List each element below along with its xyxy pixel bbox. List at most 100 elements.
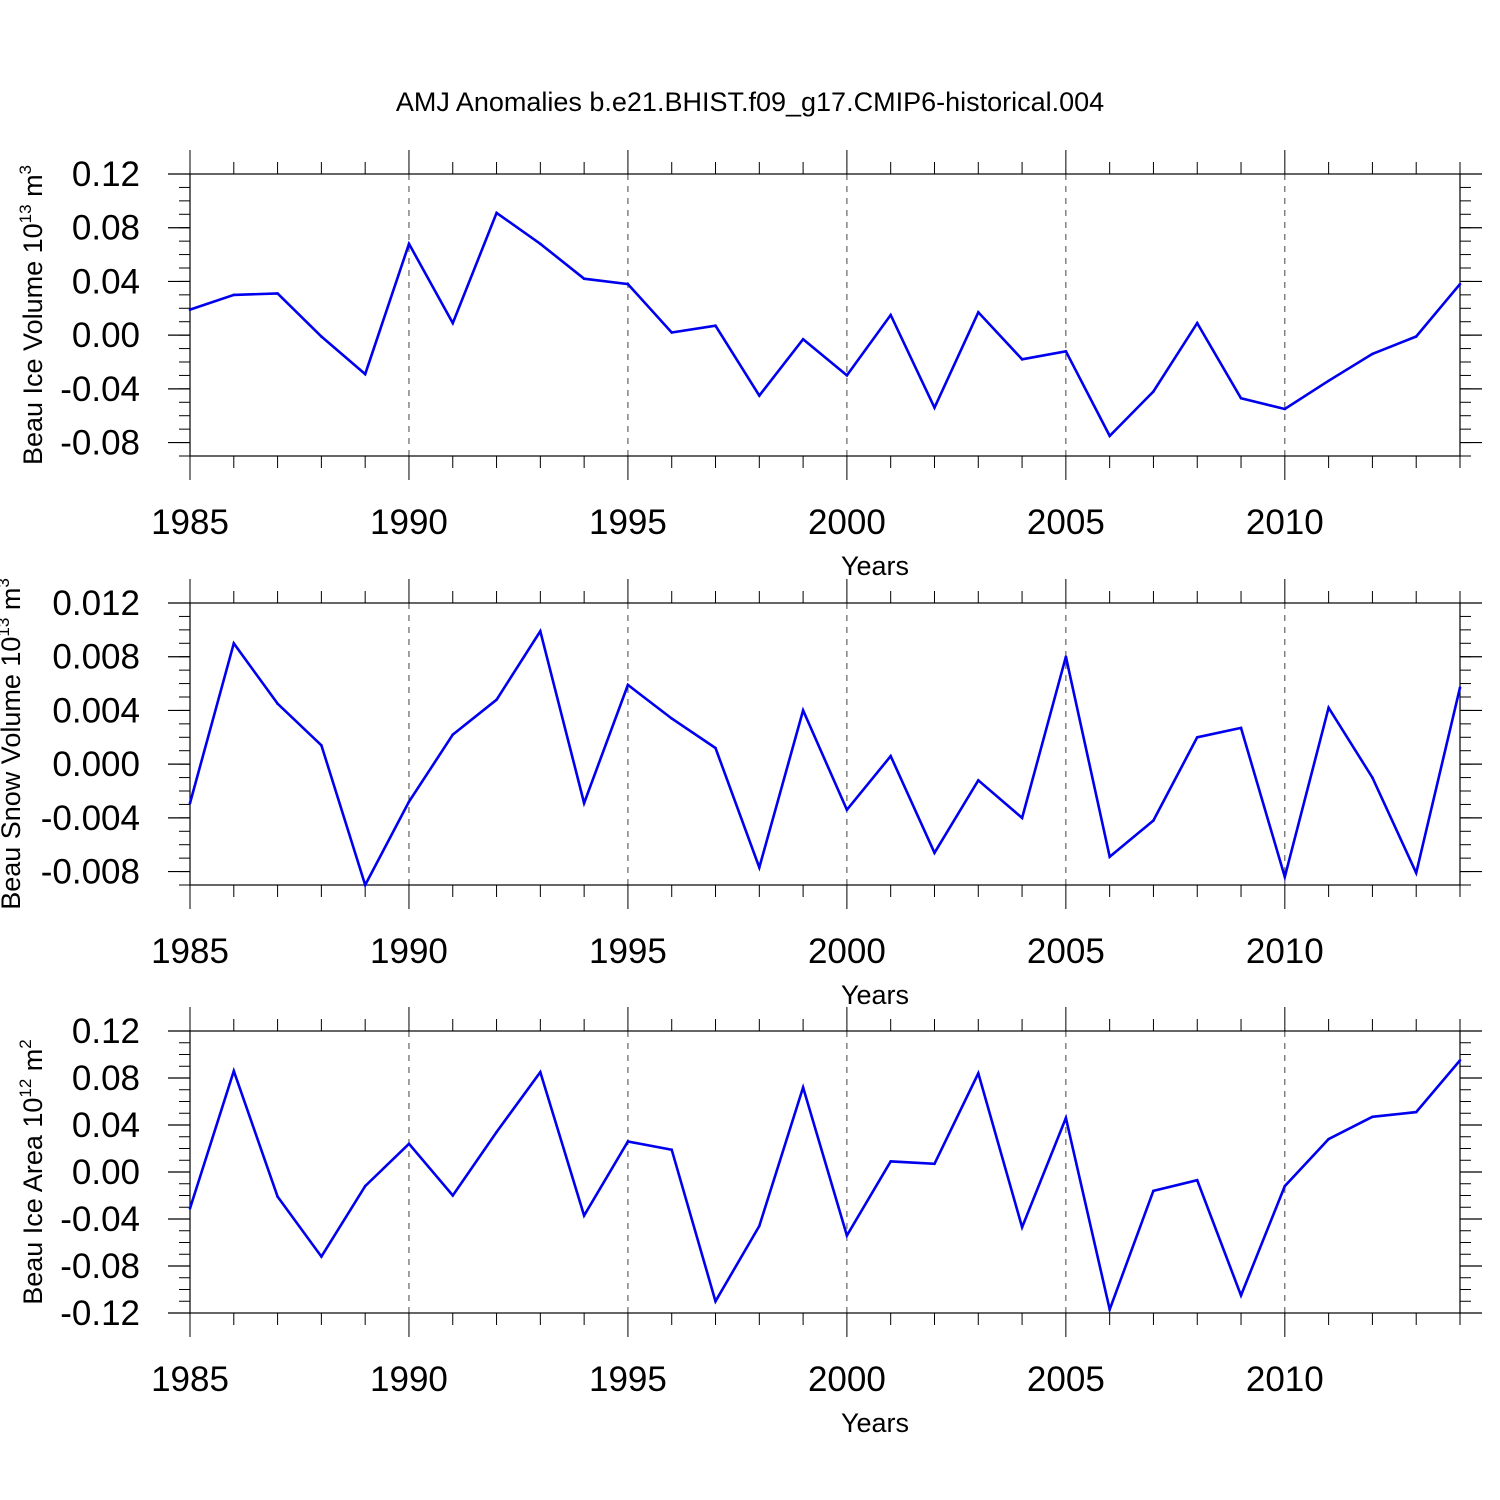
x-tick-label: 2010 <box>1246 503 1324 542</box>
data-point <box>1458 1059 1462 1062</box>
x-tick-label: 1985 <box>151 503 229 542</box>
data-point <box>539 1070 542 1074</box>
data-point <box>363 372 367 376</box>
data-point <box>1371 352 1374 356</box>
plot-frame <box>189 173 1461 457</box>
data-point <box>1064 1116 1068 1120</box>
data-point <box>976 1072 980 1075</box>
data-point <box>1327 379 1330 383</box>
data-point <box>582 1214 586 1217</box>
data-point <box>1152 1189 1155 1193</box>
data-point <box>1152 390 1155 393</box>
data-point <box>451 321 455 325</box>
data-point <box>626 683 630 687</box>
data-point <box>1283 1184 1287 1188</box>
data-point <box>407 242 411 246</box>
data-point <box>758 866 761 869</box>
data-point <box>539 629 542 633</box>
y-tick-label: 0.012 <box>52 584 140 623</box>
data-point <box>276 292 279 295</box>
plot-frame <box>189 602 1461 886</box>
y-tick-label: -0.04 <box>60 370 140 409</box>
x-tick-label: 1995 <box>589 1360 667 1399</box>
data-point <box>889 754 892 758</box>
data-point <box>1414 335 1418 338</box>
data-point <box>320 1255 323 1258</box>
data-point <box>626 1140 630 1143</box>
data-point <box>320 335 323 338</box>
y-tick-label: 0.004 <box>52 691 140 730</box>
y-tick-label: -0.12 <box>60 1294 140 1333</box>
x-tick-label: 2005 <box>1027 1360 1105 1399</box>
data-point <box>1108 855 1111 859</box>
data-point <box>1283 875 1287 879</box>
series-line <box>188 1059 1461 1315</box>
data-point <box>495 211 498 215</box>
y-tick-label: -0.08 <box>60 1247 140 1286</box>
y-axis-label: Beau Ice Area 1012 m2 <box>16 1039 48 1305</box>
data-point <box>933 406 936 409</box>
y-tick-label: -0.08 <box>60 424 140 463</box>
x-tick-label: 2005 <box>1027 503 1105 542</box>
y-tick-label: -0.008 <box>41 853 140 892</box>
data-point <box>1414 1110 1418 1114</box>
data-point <box>1152 819 1155 822</box>
y-tick-label: 0.04 <box>72 1106 140 1145</box>
y-tick-label: 0.08 <box>72 1059 140 1098</box>
data-point <box>1239 396 1243 400</box>
data-point <box>670 331 674 334</box>
data-point <box>407 800 411 804</box>
y-axis-label: Beau Snow Volume 1013 m3 <box>0 578 26 910</box>
data-point <box>801 1086 805 1089</box>
data-point <box>188 801 192 805</box>
x-tick-label: 1995 <box>589 932 667 971</box>
data-point <box>933 1162 936 1166</box>
x-tick-label: 2000 <box>808 503 886 542</box>
y-tick-label: 0.000 <box>52 745 140 784</box>
x-tick-label: 1985 <box>151 932 229 971</box>
data-point <box>714 1299 717 1303</box>
data-point <box>363 883 367 887</box>
data-point <box>1064 655 1068 659</box>
data-point <box>276 702 279 706</box>
series-line <box>188 627 1462 889</box>
data-point <box>232 641 236 645</box>
panels: -0.08 -0.04 0.00 0.04 0.08 0.12 1985 1990 1995 20… <box>0 150 1482 1438</box>
x-axis-label: Years <box>841 980 909 1010</box>
x-tick-label: 2010 <box>1246 932 1324 971</box>
data-point <box>1327 1137 1330 1141</box>
y-tick-label: 0.04 <box>72 262 140 301</box>
data-point <box>1195 735 1199 739</box>
x-tick-label: 2005 <box>1027 932 1105 971</box>
data-point <box>1239 726 1243 730</box>
data-point <box>451 733 455 736</box>
data-point <box>976 311 980 314</box>
data-point <box>495 1130 498 1134</box>
data-point <box>276 1195 279 1198</box>
data-point <box>1020 358 1024 361</box>
data-point <box>1239 1294 1243 1297</box>
data-point <box>407 1142 411 1146</box>
data-point <box>801 337 805 341</box>
x-tick-label: 1985 <box>151 1360 229 1399</box>
x-tick-label: 1990 <box>370 1360 448 1399</box>
data-point <box>1195 1178 1199 1182</box>
data-point <box>363 1184 367 1188</box>
data-point <box>539 242 542 246</box>
y-tick-label: 0.008 <box>52 638 140 677</box>
data-point <box>714 324 717 328</box>
x-tick-label: 2000 <box>808 1360 886 1399</box>
y-tick-label: 0.12 <box>72 1012 140 1051</box>
data-point <box>320 744 323 747</box>
y-tick-label: 0.00 <box>72 1153 140 1192</box>
data-point <box>758 1224 761 1228</box>
data-point <box>889 1160 892 1163</box>
data-point <box>670 717 674 720</box>
data-point <box>1108 434 1111 438</box>
data-point <box>976 778 980 782</box>
data-point <box>714 746 717 750</box>
data-point <box>1327 706 1330 710</box>
data-point <box>188 1207 192 1210</box>
x-tick-label: 1990 <box>370 932 448 971</box>
